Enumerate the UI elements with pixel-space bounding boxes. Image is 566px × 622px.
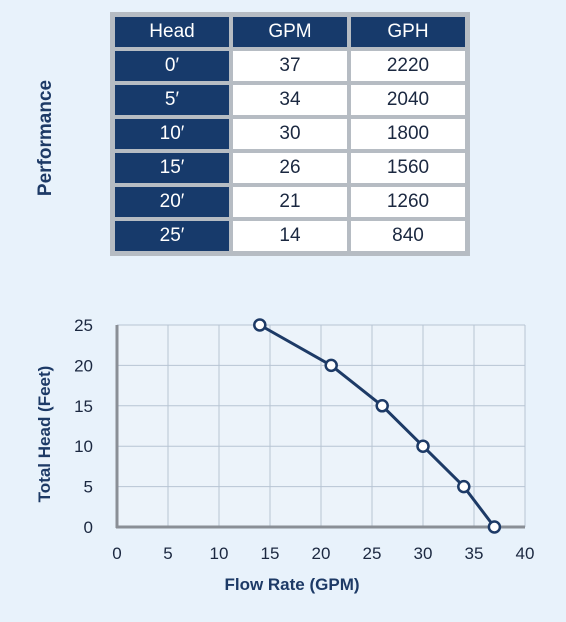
x-tick-label: 25 bbox=[363, 544, 382, 563]
head-cell: 10′ bbox=[113, 117, 231, 151]
head-cell: 5′ bbox=[113, 83, 231, 117]
gpm-cell: 21 bbox=[231, 185, 349, 219]
head-cell: 20′ bbox=[113, 185, 231, 219]
gpm-cell: 34 bbox=[231, 83, 349, 117]
gpm-cell: 26 bbox=[231, 151, 349, 185]
x-tick-label: 10 bbox=[210, 544, 229, 563]
table-row: 15′ 26 1560 bbox=[113, 151, 467, 185]
x-axis-label: Flow Rate (GPM) bbox=[224, 575, 359, 594]
column-header-gph: GPH bbox=[349, 15, 467, 49]
table-row: 5′ 34 2040 bbox=[113, 83, 467, 117]
x-tick-label: 0 bbox=[112, 544, 121, 563]
y-tick-label: 25 bbox=[74, 316, 93, 335]
gpm-cell: 14 bbox=[231, 219, 349, 253]
data-point bbox=[375, 399, 389, 413]
performance-table: Head GPM GPH 0′ 37 2220 5′ 34 2040 10′ 3… bbox=[110, 12, 470, 256]
x-tick-label: 30 bbox=[414, 544, 433, 563]
x-tick-label: 15 bbox=[261, 544, 280, 563]
x-tick-label: 35 bbox=[465, 544, 484, 563]
data-point bbox=[457, 479, 471, 494]
column-header-head: Head bbox=[113, 15, 231, 49]
table-row: 20′ 21 1260 bbox=[113, 185, 467, 219]
data-point bbox=[416, 439, 430, 453]
head-cell: 15′ bbox=[113, 151, 231, 185]
gph-cell: 840 bbox=[349, 219, 467, 253]
table-header-row: Head GPM GPH bbox=[113, 15, 467, 49]
gpm-cell: 37 bbox=[231, 49, 349, 83]
data-point bbox=[253, 318, 267, 332]
data-point bbox=[324, 358, 338, 373]
head-cell: 0′ bbox=[113, 49, 231, 83]
x-tick-label: 5 bbox=[163, 544, 172, 563]
gph-cell: 2040 bbox=[349, 83, 467, 117]
x-tick-label: 20 bbox=[312, 544, 331, 563]
y-tick-label: 0 bbox=[84, 518, 93, 537]
y-tick-label: 20 bbox=[74, 356, 93, 375]
y-tick-label: 5 bbox=[84, 478, 93, 497]
column-header-gpm: GPM bbox=[231, 15, 349, 49]
gph-cell: 1800 bbox=[349, 117, 467, 151]
y-tick-label: 15 bbox=[74, 397, 93, 416]
gph-cell: 1560 bbox=[349, 151, 467, 185]
y-tick-label: 10 bbox=[74, 437, 93, 456]
table-row: 25′ 14 840 bbox=[113, 219, 467, 253]
gpm-cell: 30 bbox=[231, 117, 349, 151]
table-row: 10′ 30 1800 bbox=[113, 117, 467, 151]
table-row: 0′ 37 2220 bbox=[113, 49, 467, 83]
head-cell: 25′ bbox=[113, 219, 231, 253]
series-line bbox=[259, 323, 496, 528]
data-point bbox=[487, 520, 502, 534]
gph-cell: 2220 bbox=[349, 49, 467, 83]
y-axis-label: Total Head (Feet) bbox=[35, 366, 54, 503]
gph-cell: 1260 bbox=[349, 185, 467, 219]
x-tick-label: 40 bbox=[516, 544, 535, 563]
